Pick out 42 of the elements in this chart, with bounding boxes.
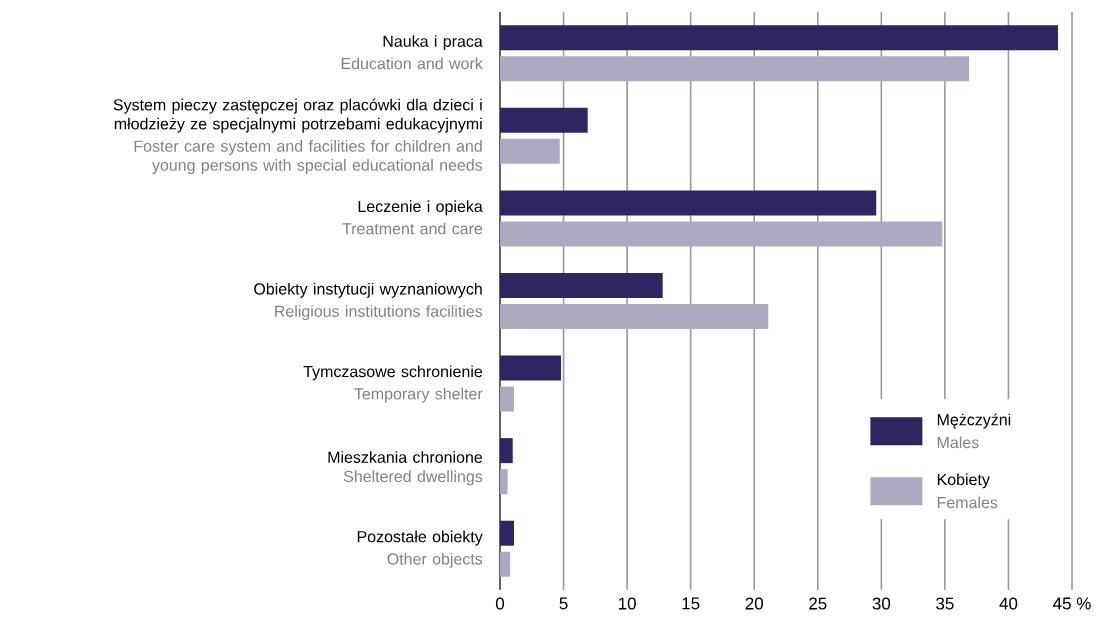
bar	[500, 438, 513, 464]
y-tick-label: Mieszkania chronione	[328, 451, 483, 463]
bar	[500, 138, 560, 164]
x-tick-label: 45 %	[1053, 597, 1091, 610]
legend-label: Mężczyźni	[937, 413, 1011, 429]
y-tick-label: Pozostałe obiekty	[357, 530, 483, 546]
y-tick-label: Leczenie i opieka	[358, 200, 483, 216]
bar	[500, 386, 514, 412]
bar	[500, 190, 877, 216]
legend-label: Kobiety	[937, 473, 990, 489]
x-tick-label: 10	[618, 597, 636, 610]
bar	[500, 273, 663, 298]
x-tick-label: 25	[809, 597, 827, 610]
x-tick-label: 30	[872, 597, 891, 610]
y-tick-label: Obiekty instytucji wyznaniowych	[254, 282, 482, 298]
bar	[500, 355, 562, 381]
x-tick-label: 20	[745, 597, 764, 610]
bar	[500, 469, 508, 495]
bar	[500, 107, 588, 133]
bar	[500, 25, 1059, 51]
bar	[500, 303, 769, 329]
bar	[500, 56, 970, 82]
text: Education and work	[341, 57, 483, 70]
x-tick-label: 0	[495, 597, 505, 610]
bar	[500, 551, 511, 577]
text: Sheltered dwellings	[343, 470, 483, 486]
y-tick-label: Tymczasowe schronienie	[303, 365, 483, 381]
x-tick-label: 5	[559, 597, 568, 610]
bar	[500, 520, 514, 546]
x-tick-label: 40	[999, 597, 1018, 610]
x-tick-label: 35	[936, 597, 954, 610]
bar	[500, 221, 943, 247]
annotation: Males	[937, 436, 979, 449]
y-tick-label: Nauka i praca	[383, 35, 483, 51]
text: Temporary shelter	[354, 387, 483, 403]
x-tick-label: 15	[682, 597, 700, 610]
text: Foster care system and facilities for children and young persons with special educational needs	[134, 140, 483, 174]
y-tick-label: System pieczy zastępczej oraz placówki dla dzieci i młodzieży ze specjalnymi potrzebami edukacyjnymi	[113, 98, 482, 133]
annotation: Females	[937, 496, 998, 509]
text: Religious institutions facilities	[275, 305, 483, 321]
text: Treatment and care	[342, 222, 483, 235]
text: Other objects	[387, 552, 483, 568]
